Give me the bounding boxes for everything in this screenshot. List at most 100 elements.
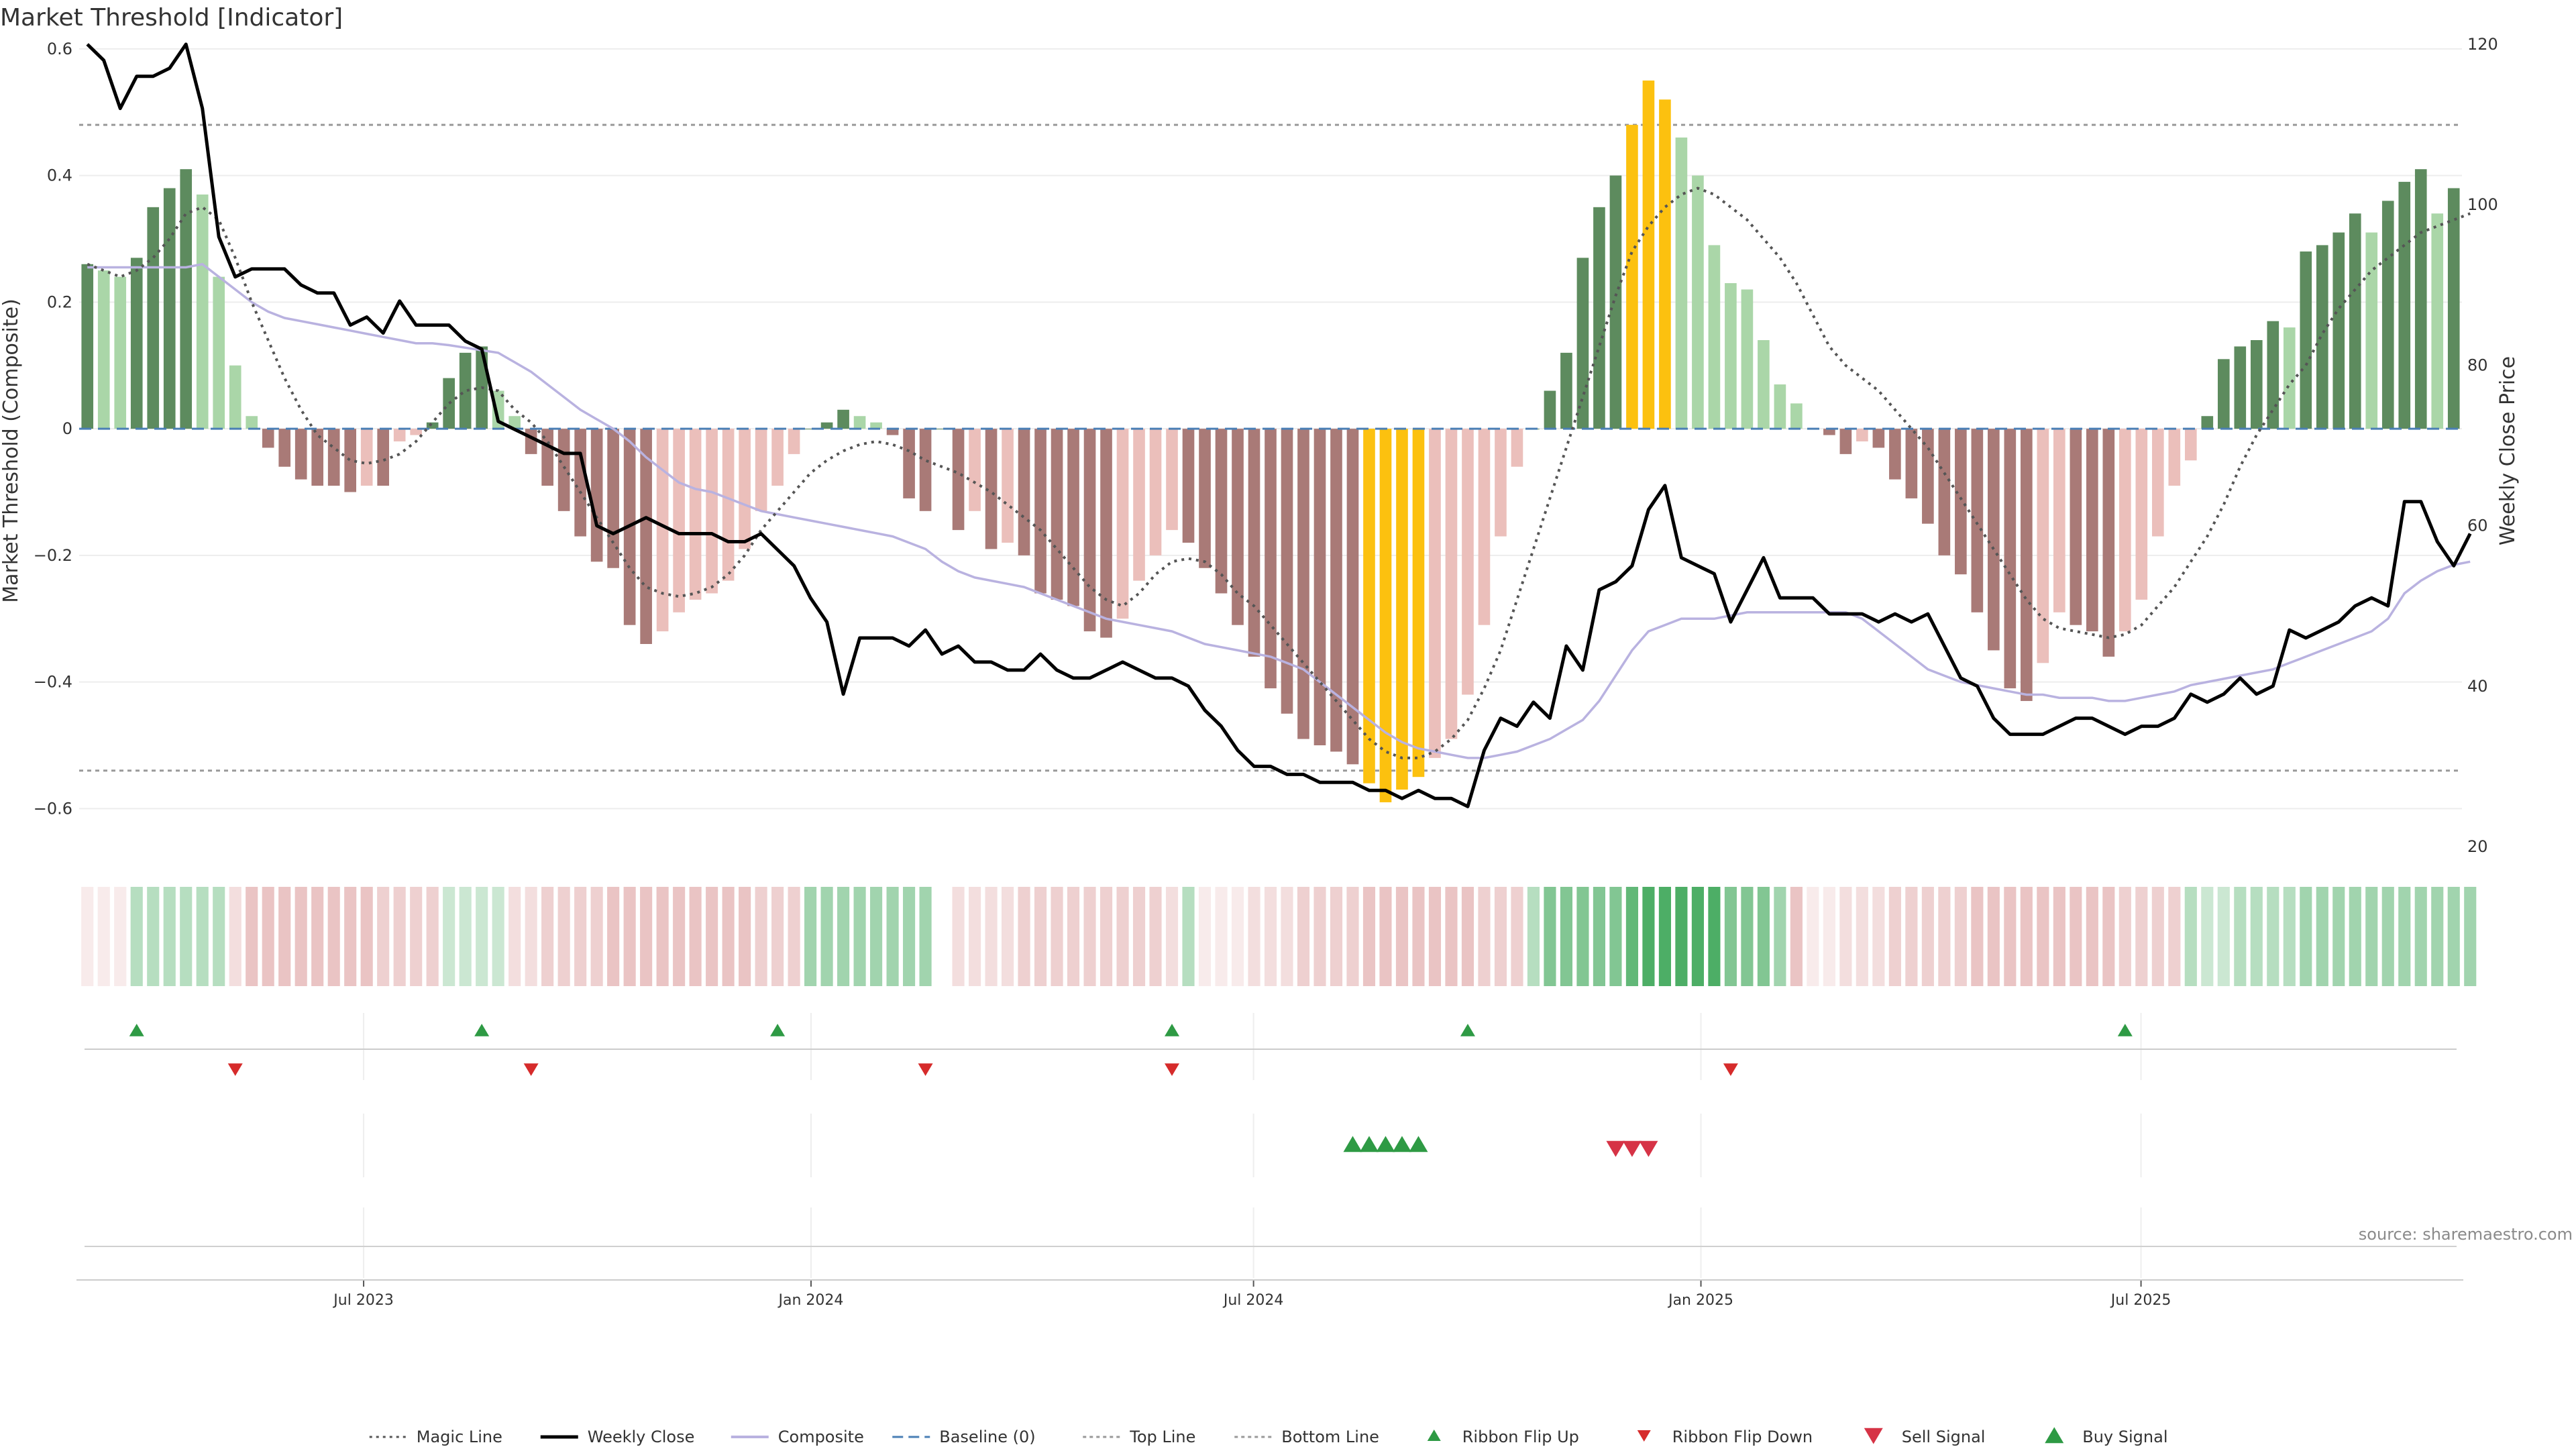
ribbon-cell-27 bbox=[525, 887, 537, 986]
composite-bar-19 bbox=[393, 429, 406, 441]
composite-bar-67 bbox=[1182, 429, 1195, 543]
composite-bar-17 bbox=[360, 429, 373, 486]
legend-label-4: Top Line bbox=[1129, 1428, 1195, 1446]
ribbon-cell-11 bbox=[262, 887, 274, 986]
ribbon-cell-45 bbox=[820, 887, 833, 986]
ribbon-cell-37 bbox=[689, 887, 702, 986]
ribbon-cell-133 bbox=[2267, 887, 2279, 986]
composite-bar-18 bbox=[377, 429, 390, 486]
ribbon-cell-51 bbox=[919, 887, 932, 986]
ribbon-cell-90 bbox=[1560, 887, 1573, 986]
ribbon-cell-54 bbox=[968, 887, 981, 986]
x-tick-label-4: Jul 2025 bbox=[2110, 1292, 2171, 1309]
ribbon-flip-down-2 bbox=[918, 1063, 933, 1076]
sell-signal-0 bbox=[1606, 1140, 1625, 1157]
composite-bar-26 bbox=[508, 416, 521, 429]
ribbon-flip-down-1 bbox=[523, 1063, 539, 1076]
composite-bar-77 bbox=[1346, 429, 1359, 765]
ribbon-cell-8 bbox=[213, 887, 225, 986]
x-tick-label-2: Jul 2024 bbox=[1222, 1292, 1284, 1309]
ribbon-cell-137 bbox=[2332, 887, 2345, 986]
ribbon-cell-13 bbox=[294, 887, 307, 986]
x-axis: Jul 2023 Jan 2024 Jul 2024 Jan 2025 Jul 2025 bbox=[76, 1208, 2463, 1309]
composite-bars bbox=[79, 80, 2462, 802]
composite-bar-132 bbox=[2250, 340, 2263, 429]
ribbon-cell-34 bbox=[640, 887, 653, 986]
composite-bar-97 bbox=[1675, 138, 1688, 429]
ribbon-cell-28 bbox=[541, 887, 554, 986]
composite-bar-51 bbox=[919, 429, 932, 511]
left-tick-label-3: 0 bbox=[62, 419, 72, 438]
ribbon-cell-23 bbox=[459, 887, 472, 986]
ribbon-cell-125 bbox=[2135, 887, 2148, 986]
ribbon-cell-134 bbox=[2283, 887, 2296, 986]
ribbon-cell-109 bbox=[1872, 887, 1885, 986]
composite-bar-36 bbox=[673, 429, 685, 612]
right-tick-label-3: 60 bbox=[2467, 517, 2488, 535]
ribbon-cell-55 bbox=[985, 887, 998, 986]
composite-bar-62 bbox=[1100, 429, 1112, 638]
ribbon-cell-10 bbox=[246, 887, 258, 986]
composite-bar-129 bbox=[2201, 416, 2214, 429]
composite-bar-42 bbox=[771, 429, 784, 486]
ribbon-cell-62 bbox=[1099, 887, 1113, 986]
chart-title: Market Threshold [Indicator] bbox=[0, 4, 343, 32]
ribbon-cell-89 bbox=[1544, 887, 1556, 986]
buy-signal-3 bbox=[1392, 1136, 1411, 1152]
ribbon-cell-117 bbox=[2004, 887, 2017, 986]
composite-bar-4 bbox=[147, 207, 160, 429]
composite-bar-91 bbox=[1576, 258, 1589, 429]
ribbon-cell-70 bbox=[1231, 887, 1244, 986]
composite-bar-58 bbox=[1034, 429, 1046, 594]
composite-bar-86 bbox=[1495, 429, 1507, 537]
composite-bar-16 bbox=[344, 429, 357, 492]
composite-bar-61 bbox=[1083, 429, 1096, 632]
ribbon-cell-61 bbox=[1083, 887, 1096, 986]
ribbon-cell-129 bbox=[2201, 887, 2214, 986]
composite-bar-130 bbox=[2217, 359, 2230, 429]
ribbon-cell-140 bbox=[2381, 887, 2394, 986]
composite-bar-64 bbox=[1133, 429, 1145, 581]
composite-bar-9 bbox=[229, 365, 241, 429]
ribbon-cell-84 bbox=[1461, 887, 1474, 986]
ribbon-cell-43 bbox=[788, 887, 800, 986]
ribbon-cell-121 bbox=[2070, 887, 2082, 986]
composite-bar-12 bbox=[278, 429, 291, 467]
ribbon-cell-80 bbox=[1395, 887, 1409, 986]
composite-bar-84 bbox=[1462, 429, 1474, 695]
ribbon-cell-128 bbox=[2184, 887, 2197, 986]
composite-bar-115 bbox=[1971, 429, 1984, 612]
ribbon-cell-122 bbox=[2086, 887, 2098, 986]
ribbon-cell-67 bbox=[1182, 887, 1195, 986]
legend-swatch-9 bbox=[2045, 1427, 2064, 1444]
ribbon-cell-88 bbox=[1527, 887, 1540, 986]
composite-bar-131 bbox=[2234, 346, 2247, 429]
ribbon-cell-35 bbox=[656, 887, 669, 986]
ribbon-cell-30 bbox=[574, 887, 587, 986]
composite-bar-126 bbox=[2151, 429, 2164, 537]
composite-bar-65 bbox=[1149, 429, 1162, 555]
ribbon-cell-91 bbox=[1576, 887, 1589, 986]
ribbon-cell-99 bbox=[1708, 887, 1721, 986]
composite-bar-136 bbox=[2316, 245, 2328, 429]
ribbon-cell-144 bbox=[2447, 887, 2460, 986]
left-tick-label-2: 0.2 bbox=[47, 292, 72, 311]
composite-bar-110 bbox=[1889, 429, 1901, 480]
composite-bar-69 bbox=[1215, 429, 1228, 594]
composite-bar-38 bbox=[706, 429, 718, 594]
ribbon-cell-22 bbox=[443, 887, 455, 986]
ribbon-cell-59 bbox=[1051, 887, 1063, 986]
ribbon-cell-92 bbox=[1593, 887, 1605, 986]
legend-label-5: Bottom Line bbox=[1281, 1428, 1379, 1446]
composite-bar-7 bbox=[196, 194, 209, 429]
ribbon-cell-68 bbox=[1198, 887, 1212, 986]
right-tick-label-2: 80 bbox=[2467, 356, 2488, 374]
composite-bar-102 bbox=[1758, 340, 1770, 429]
ribbon-cell-24 bbox=[476, 887, 488, 986]
right-tick-label-4: 40 bbox=[2467, 677, 2488, 696]
ribbon-cell-110 bbox=[1888, 887, 1901, 986]
right-tick-label-1: 100 bbox=[2467, 195, 2498, 214]
legend-label-9: Buy Signal bbox=[2082, 1428, 2167, 1446]
legend-label-7: Ribbon Flip Down bbox=[1672, 1428, 1813, 1446]
legend-label-2: Composite bbox=[778, 1428, 864, 1446]
